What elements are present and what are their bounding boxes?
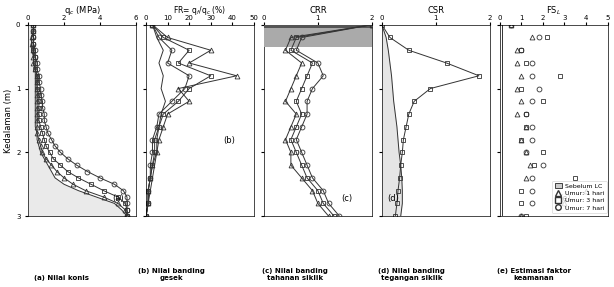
Text: (c): (c) — [341, 194, 352, 203]
Legend: Sebelum LC, Umur: 1 hari, Umur: 3 hari, Umur: 7 hari: Sebelum LC, Umur: 1 hari, Umur: 3 hari, … — [552, 181, 607, 213]
X-axis label: CRR: CRR — [309, 6, 327, 15]
Text: (e) Estimasi faktor
keamanan: (e) Estimasi faktor keamanan — [497, 268, 571, 281]
Text: (d) Nilai banding
tegangan siklik: (d) Nilai banding tegangan siklik — [378, 268, 445, 281]
Text: (d): (d) — [387, 194, 399, 203]
Text: (b): (b) — [223, 136, 236, 146]
Text: (a) Nilai konis: (a) Nilai konis — [34, 275, 89, 281]
Text: (c) Nilai banding
tahanan siklik: (c) Nilai banding tahanan siklik — [262, 268, 328, 281]
X-axis label: CSR: CSR — [427, 6, 445, 15]
Text: (b) Nilai banding
gesek: (b) Nilai banding gesek — [139, 268, 205, 281]
Text: (e): (e) — [559, 194, 571, 203]
Text: (a): (a) — [112, 194, 124, 203]
X-axis label: q$_c$ (MPa): q$_c$ (MPa) — [64, 4, 101, 17]
X-axis label: FS$_L$: FS$_L$ — [546, 4, 561, 17]
Y-axis label: Kedalaman (m): Kedalaman (m) — [4, 88, 13, 153]
X-axis label: FR= q$_f$/q$_c$ (%): FR= q$_f$/q$_c$ (%) — [173, 4, 227, 17]
